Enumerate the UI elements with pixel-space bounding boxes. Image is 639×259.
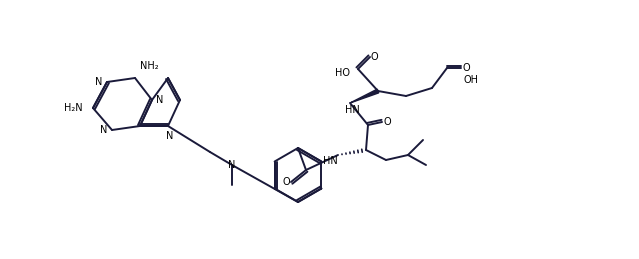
Text: N: N bbox=[157, 95, 164, 105]
Text: HN: HN bbox=[323, 156, 337, 166]
Text: H₂N: H₂N bbox=[64, 103, 82, 113]
Polygon shape bbox=[350, 89, 379, 103]
Text: NH₂: NH₂ bbox=[140, 61, 158, 71]
Text: N: N bbox=[228, 160, 236, 170]
Text: N: N bbox=[100, 125, 108, 135]
Text: N: N bbox=[166, 131, 174, 141]
Text: O: O bbox=[282, 177, 290, 187]
Text: O: O bbox=[370, 52, 378, 62]
Text: HO: HO bbox=[334, 68, 350, 78]
Text: O: O bbox=[383, 117, 391, 127]
Text: N: N bbox=[95, 77, 103, 87]
Text: OH: OH bbox=[463, 75, 479, 85]
Text: O: O bbox=[462, 63, 470, 73]
Text: HN: HN bbox=[344, 105, 359, 115]
